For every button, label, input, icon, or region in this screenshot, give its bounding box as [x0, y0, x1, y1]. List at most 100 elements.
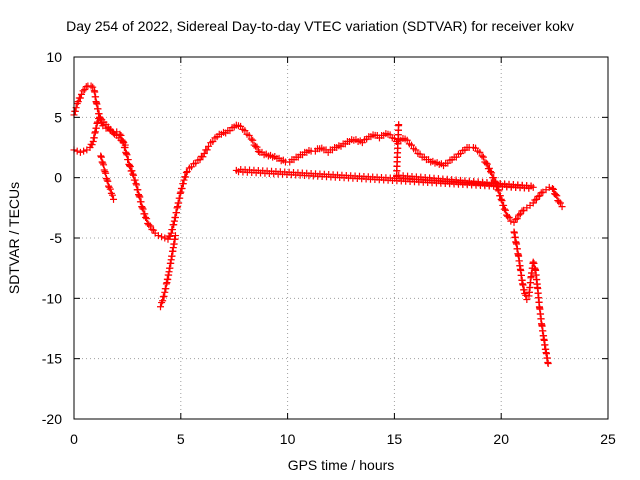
data-point: [510, 218, 518, 226]
data-point: [479, 153, 487, 161]
data-point: [71, 107, 79, 115]
data-point: [141, 210, 149, 218]
data-point: [209, 137, 217, 145]
data-point: [95, 115, 103, 123]
data-point: [498, 197, 506, 205]
data-point: [507, 217, 515, 225]
x-tick-label: 15: [387, 431, 403, 447]
data-point: [134, 186, 142, 194]
data-point: [504, 212, 512, 220]
x-tick-label: 25: [600, 431, 616, 447]
y-tick-label: -5: [50, 230, 63, 246]
data-point: [106, 185, 114, 193]
data-point: [488, 169, 496, 177]
y-axis-label: SDTVAR / TECUs: [6, 181, 22, 295]
data-point: [530, 259, 538, 267]
data-point: [249, 136, 257, 144]
data-point: [139, 205, 147, 213]
data-point: [97, 153, 105, 161]
data-point: [79, 87, 87, 95]
data-point: [73, 147, 81, 155]
data-point: [532, 195, 540, 203]
data-point: [99, 159, 107, 167]
data-point: [77, 90, 85, 98]
data-point: [108, 191, 116, 199]
data-point: [241, 127, 249, 135]
data-point: [158, 299, 166, 307]
data-point: [253, 143, 261, 151]
data-point: [103, 176, 111, 184]
data-point: [178, 185, 186, 193]
data-point: [500, 205, 508, 213]
data-point: [478, 152, 486, 160]
data-point: [495, 187, 503, 195]
data-point: [126, 162, 134, 170]
data-point: [157, 303, 165, 311]
data-point: [122, 150, 130, 158]
data-point: [518, 207, 526, 215]
data-point: [133, 181, 141, 189]
data-point: [160, 292, 168, 300]
data-point: [534, 192, 542, 200]
data-point: [158, 233, 166, 241]
data-point: [515, 211, 523, 219]
data-point: [148, 226, 156, 234]
data-point: [182, 169, 190, 177]
data-point: [403, 136, 411, 144]
data-point: [159, 297, 167, 305]
data-point: [130, 171, 138, 179]
data-point: [203, 146, 211, 154]
data-point: [544, 359, 552, 367]
data-point: [254, 148, 262, 156]
data-point: [548, 185, 556, 193]
y-tick-labels: -20 -15 -10 -5 0 5 10: [42, 49, 62, 427]
data-point: [110, 195, 118, 203]
data-point: [101, 168, 109, 176]
data-point: [171, 232, 179, 240]
data-point: [76, 94, 84, 102]
data-points: [70, 82, 566, 367]
data-point: [132, 180, 140, 188]
data-point: [161, 234, 169, 242]
grid-layer: [74, 57, 608, 419]
data-point: [97, 152, 105, 160]
data-point: [126, 163, 134, 171]
data-point: [82, 83, 90, 91]
data-point: [490, 174, 498, 182]
data-point: [150, 226, 158, 234]
data-point: [523, 296, 531, 304]
y-tick-label: -20: [42, 411, 62, 427]
x-tick-label: 10: [280, 431, 296, 447]
data-point: [247, 135, 255, 143]
data-point: [102, 169, 110, 177]
x-tick-label: 0: [70, 431, 78, 447]
data-point: [553, 192, 561, 200]
data-point: [513, 215, 521, 223]
y-tick-label: 0: [54, 170, 62, 186]
tick-marks: [73, 56, 609, 420]
data-point: [89, 83, 97, 91]
data-point: [497, 195, 505, 203]
data-point: [177, 188, 185, 196]
data-point: [146, 222, 154, 230]
data-point: [100, 161, 108, 169]
data-point: [555, 198, 563, 206]
data-point: [76, 148, 84, 156]
chart-title: Day 254 of 2022, Sidereal Day-to-day VTE…: [66, 18, 574, 34]
data-point: [88, 141, 96, 149]
data-point: [183, 168, 191, 176]
data-point: [74, 98, 82, 106]
data-point: [531, 196, 539, 204]
data-point: [232, 166, 240, 174]
data-point: [166, 232, 174, 240]
data-point: [121, 141, 129, 149]
data-point: [154, 232, 162, 240]
data-point: [129, 170, 137, 178]
data-point: [482, 159, 490, 167]
x-tick-label: 5: [177, 431, 185, 447]
data-point: [138, 204, 146, 212]
data-point: [137, 198, 145, 206]
data-point: [496, 192, 504, 200]
data-point: [550, 185, 558, 193]
